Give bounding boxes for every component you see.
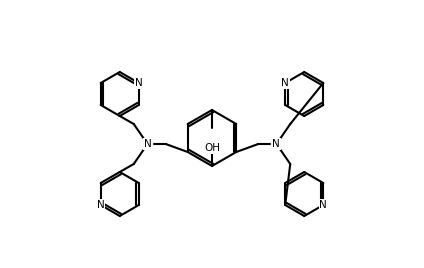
Text: N: N	[97, 200, 105, 210]
Text: N: N	[144, 139, 152, 149]
Text: N: N	[319, 200, 327, 210]
Text: N: N	[272, 139, 280, 149]
Text: N: N	[281, 78, 289, 88]
Text: OH: OH	[204, 143, 220, 153]
Text: N: N	[135, 78, 143, 88]
